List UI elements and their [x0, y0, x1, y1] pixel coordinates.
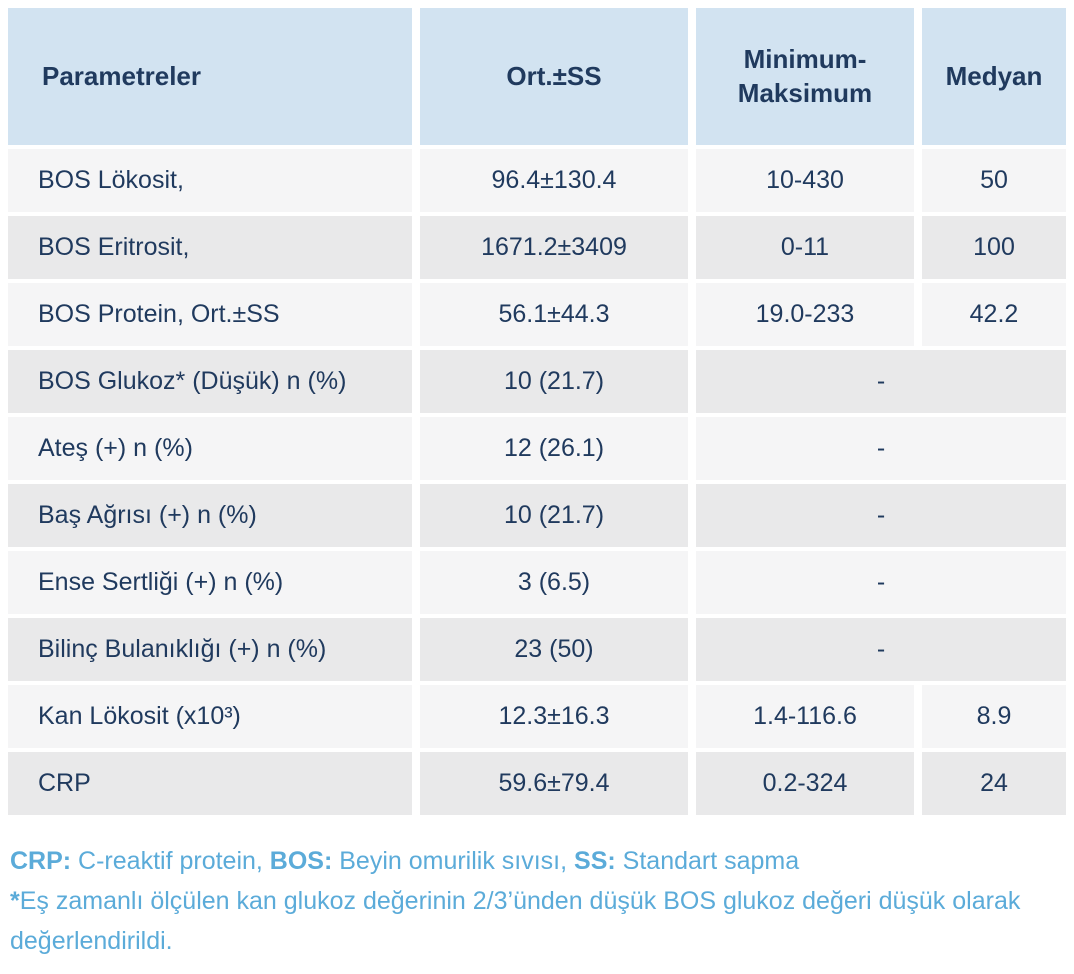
ss-abbrev-text: Standart sapma [615, 847, 800, 875]
merged-dash-cell: - [696, 417, 1066, 480]
param-cell: BOS Glukoz* (Düşük) n (%) [8, 350, 412, 413]
param-cell: Ense Sertliği (+) n (%) [8, 551, 412, 614]
table-row-ates: Ateş (+) n (%) 12 (26.1) - [8, 417, 1066, 480]
minmax-cell: 19.0-233 [696, 283, 914, 346]
ort-ss-cell: 3 (6.5) [420, 551, 688, 614]
merged-dash-cell: - [696, 618, 1066, 681]
minmax-cell: 10-430 [696, 149, 914, 212]
minmax-cell: 0.2-324 [696, 752, 914, 815]
table-row-kan-lokosit: Kan Lökosit (x10³) 12.3±16.3 1.4-116.6 8… [8, 685, 1066, 748]
footnotes: CRP: C-reaktif protein, BOS: Beyin omuri… [0, 841, 1074, 961]
bos-abbrev-text: Beyin omurilik sıvısı, [332, 847, 575, 875]
col-header-medyan: Medyan [922, 8, 1066, 145]
table-row-ense-sertligi: Ense Sertliği (+) n (%) 3 (6.5) - [8, 551, 1066, 614]
ort-ss-cell: 12.3±16.3 [420, 685, 688, 748]
param-cell: Bilinç Bulanıklığı (+) n (%) [8, 618, 412, 681]
merged-dash-cell: - [696, 484, 1066, 547]
param-cell: Baş Ağrısı (+) n (%) [8, 484, 412, 547]
col-header-parametreler: Parametreler [8, 8, 412, 145]
merged-dash-cell: - [696, 350, 1066, 413]
table-row-bos-protein: BOS Protein, Ort.±SS 56.1±44.3 19.0-233 … [8, 283, 1066, 346]
ort-ss-cell: 1671.2±3409 [420, 216, 688, 279]
table-row-crp: CRP 59.6±79.4 0.2-324 24 [8, 752, 1066, 815]
param-cell: Ateş (+) n (%) [8, 417, 412, 480]
minmax-cell: 0-11 [696, 216, 914, 279]
asterisk-marker: * [10, 887, 20, 915]
ort-ss-cell: 59.6±79.4 [420, 752, 688, 815]
abbreviation-note: CRP: C-reaktif protein, BOS: Beyin omuri… [10, 841, 1066, 881]
param-cell: BOS Lökosit, [8, 149, 412, 212]
ort-ss-cell: 12 (26.1) [420, 417, 688, 480]
parameters-table: Parametreler Ort.±SS Minimum-Maksimum Me… [0, 4, 1074, 819]
glucose-definition-note: *Eş zamanlı ölçülen kan glukoz değerinin… [10, 881, 1066, 961]
table-row-bas-agrisi: Baş Ağrısı (+) n (%) 10 (21.7) - [8, 484, 1066, 547]
param-cell: Kan Lökosit (x10³) [8, 685, 412, 748]
medyan-cell: 100 [922, 216, 1066, 279]
medyan-cell: 42.2 [922, 283, 1066, 346]
medyan-cell: 24 [922, 752, 1066, 815]
col-header-ort-ss: Ort.±SS [420, 8, 688, 145]
ort-ss-cell: 96.4±130.4 [420, 149, 688, 212]
col-header-minimum-maksimum: Minimum-Maksimum [696, 8, 914, 145]
medyan-cell: 50 [922, 149, 1066, 212]
param-cell: CRP [8, 752, 412, 815]
minmax-cell: 1.4-116.6 [696, 685, 914, 748]
glucose-note-text: Eş zamanlı ölçülen kan glukoz değerinin … [10, 887, 1021, 955]
header-row: Parametreler Ort.±SS Minimum-Maksimum Me… [8, 8, 1066, 145]
ss-abbrev-label: SS: [574, 847, 616, 875]
param-cell: BOS Protein, Ort.±SS [8, 283, 412, 346]
table-row-bos-eritrosit: BOS Eritrosit, 1671.2±3409 0-11 100 [8, 216, 1066, 279]
bos-abbrev-label: BOS: [269, 847, 333, 875]
table-row-bos-glukoz: BOS Glukoz* (Düşük) n (%) 10 (21.7) - [8, 350, 1066, 413]
crp-abbrev-text: C-reaktif protein, [71, 847, 270, 875]
table-row-bos-lokosit: BOS Lökosit, 96.4±130.4 10-430 50 [8, 149, 1066, 212]
medyan-cell: 8.9 [922, 685, 1066, 748]
crp-abbrev-label: CRP: [10, 847, 72, 875]
param-cell: BOS Eritrosit, [8, 216, 412, 279]
merged-dash-cell: - [696, 551, 1066, 614]
ort-ss-cell: 10 (21.7) [420, 484, 688, 547]
ort-ss-cell: 23 (50) [420, 618, 688, 681]
ort-ss-cell: 56.1±44.3 [420, 283, 688, 346]
ort-ss-cell: 10 (21.7) [420, 350, 688, 413]
table-row-bilinc-bulanikligi: Bilinç Bulanıklığı (+) n (%) 23 (50) - [8, 618, 1066, 681]
